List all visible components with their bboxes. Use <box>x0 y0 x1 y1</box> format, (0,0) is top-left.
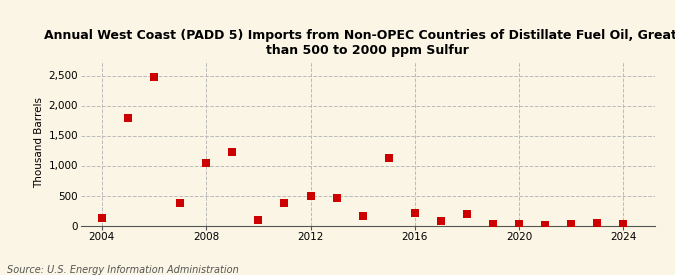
Point <box>618 222 629 226</box>
Point <box>435 219 446 223</box>
Point <box>514 222 524 227</box>
Point <box>305 194 316 198</box>
Point <box>279 201 290 205</box>
Point <box>123 115 134 120</box>
Text: Source: U.S. Energy Information Administration: Source: U.S. Energy Information Administ… <box>7 265 238 275</box>
Point <box>540 222 551 227</box>
Point <box>148 75 159 79</box>
Point <box>97 216 107 220</box>
Point <box>592 221 603 226</box>
Point <box>200 160 211 165</box>
Point <box>175 201 186 205</box>
Point <box>383 156 394 161</box>
Title: Annual West Coast (PADD 5) Imports from Non-OPEC Countries of Distillate Fuel Oi: Annual West Coast (PADD 5) Imports from … <box>44 29 675 57</box>
Point <box>462 211 472 216</box>
Y-axis label: Thousand Barrels: Thousand Barrels <box>34 98 45 188</box>
Point <box>410 211 421 215</box>
Point <box>357 214 368 218</box>
Point <box>227 150 238 155</box>
Point <box>566 221 576 226</box>
Point <box>253 218 264 222</box>
Point <box>487 222 498 226</box>
Point <box>331 196 342 200</box>
